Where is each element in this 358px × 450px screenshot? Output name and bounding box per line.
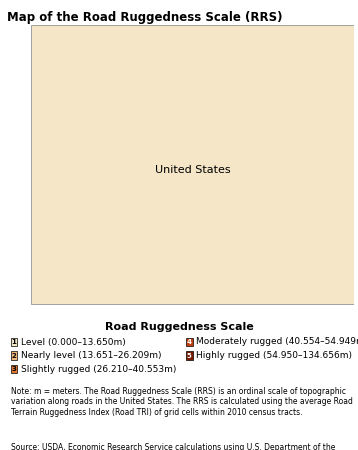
Text: Level (0.000–13.650m): Level (0.000–13.650m): [21, 338, 126, 346]
Text: Source: USDA, Economic Research Service calculations using U.S. Department of th: Source: USDA, Economic Research Service …: [11, 443, 353, 450]
Text: 1: 1: [11, 339, 16, 345]
Text: Map of the Road Ruggedness Scale (RRS): Map of the Road Ruggedness Scale (RRS): [7, 11, 283, 24]
Text: Note: m = meters. The Road Ruggedness Scale (RRS) is an ordinal scale of topogra: Note: m = meters. The Road Ruggedness Sc…: [11, 387, 353, 417]
Text: Nearly level (13.651–26.209m): Nearly level (13.651–26.209m): [21, 351, 161, 360]
Text: Moderately rugged (40.554–54.949m): Moderately rugged (40.554–54.949m): [196, 338, 358, 346]
Text: 2: 2: [11, 352, 16, 359]
Text: United States: United States: [155, 165, 230, 175]
Text: Highly rugged (54.950–134.656m): Highly rugged (54.950–134.656m): [196, 351, 352, 360]
Text: 3: 3: [11, 366, 16, 372]
Text: 4: 4: [187, 339, 192, 345]
Text: Road Ruggedness Scale: Road Ruggedness Scale: [105, 322, 253, 332]
Text: Slightly rugged (26.210–40.553m): Slightly rugged (26.210–40.553m): [21, 364, 176, 373]
Text: 5: 5: [187, 352, 192, 359]
